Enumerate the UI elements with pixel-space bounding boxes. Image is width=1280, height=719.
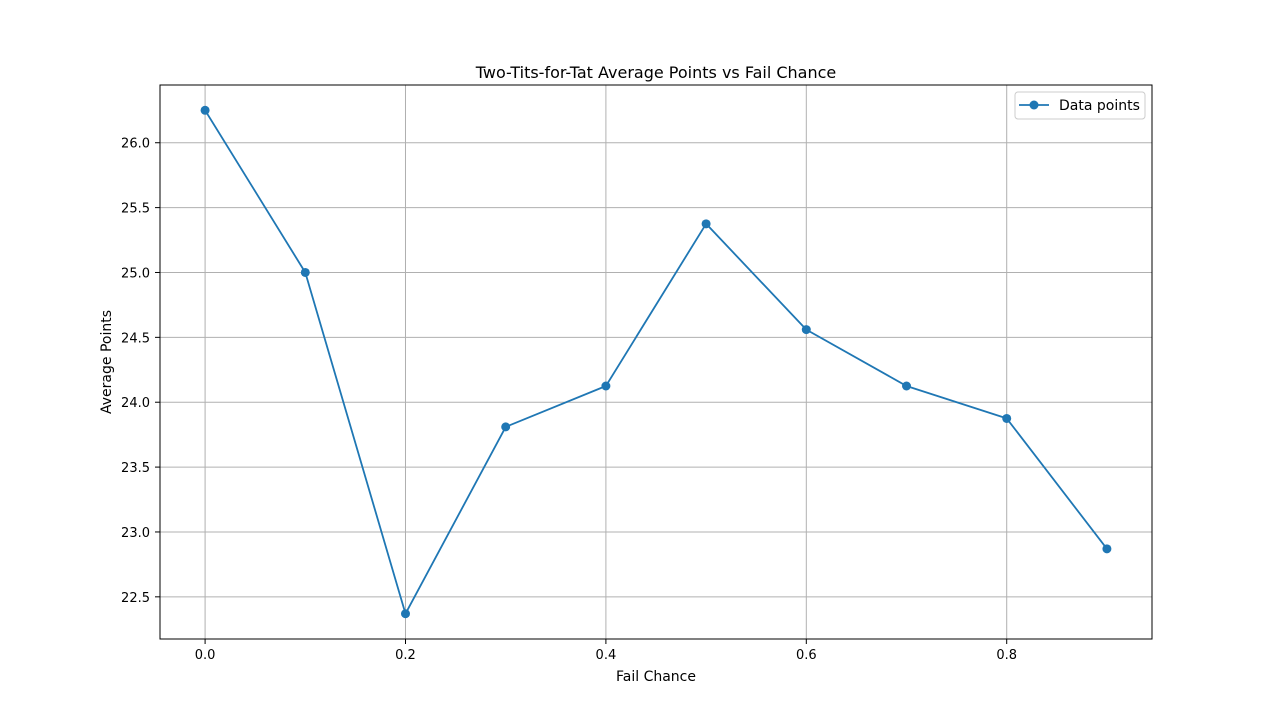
y-tick-label: 26.0: [121, 137, 150, 152]
data-point-marker: [902, 381, 912, 391]
y-tick-label: 22.5: [121, 591, 150, 606]
x-tick-label: 0.2: [395, 648, 416, 663]
series-line: [204, 109, 1108, 615]
axis-ticks: 0.0 0.2 0.4 0.6 0.8 22.5 23.0 23.5 24.0 24.5 25.0 2…: [121, 137, 1017, 663]
legend: Data points: [1014, 91, 1146, 120]
chart-title: Two-Tits-for-Tat Average Points vs Fail …: [475, 63, 837, 82]
y-tick-label: 24.0: [121, 396, 150, 411]
data-point-marker: [501, 422, 511, 432]
data-point-marker: [1002, 413, 1012, 423]
x-tick-label: 0.8: [996, 648, 1017, 663]
y-tick-label: 23.5: [121, 461, 150, 476]
x-tick-label: 0.0: [195, 648, 216, 663]
legend-label: Data points: [1059, 98, 1140, 114]
data-point-marker: [200, 105, 210, 115]
data-point-marker: [400, 609, 410, 619]
y-tick-label: 25.0: [121, 266, 150, 281]
data-point-marker: [801, 325, 811, 335]
y-axis-label: Average Points: [99, 310, 115, 414]
y-tick-label: 23.0: [121, 526, 150, 541]
series-layer: [200, 105, 1112, 619]
data-point-marker: [1102, 544, 1112, 554]
data-point-marker: [701, 219, 711, 229]
x-tick-label: 0.6: [796, 648, 817, 663]
y-tick-label: 25.5: [121, 202, 150, 217]
x-axis-label: Fail Chance: [616, 669, 696, 685]
plot-area-frame: [159, 84, 1153, 640]
grid-lines: [160, 85, 1152, 639]
data-point-marker: [300, 267, 310, 277]
data-point-marker: [601, 381, 611, 391]
legend-box: [1014, 91, 1146, 120]
legend-marker-swatch: [1029, 100, 1039, 110]
y-tick-label: 24.5: [121, 331, 150, 346]
x-tick-label: 0.4: [596, 648, 617, 663]
